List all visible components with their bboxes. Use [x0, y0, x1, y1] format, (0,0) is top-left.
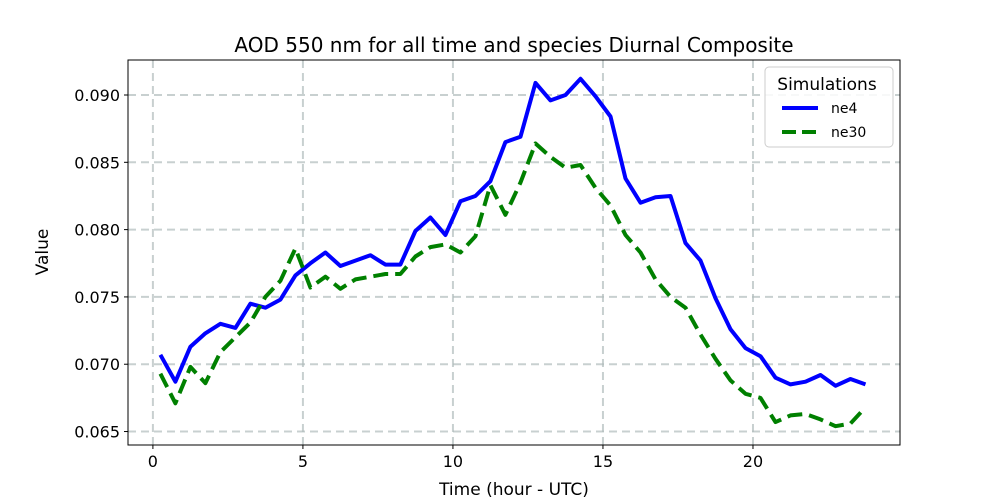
y-tick-label: 0.075 — [74, 288, 120, 307]
y-tick-label: 0.065 — [74, 423, 120, 442]
legend-box — [764, 66, 894, 148]
legend-title: Simulations — [777, 75, 877, 95]
legend-label-ne30: ne30 — [831, 125, 866, 141]
x-tick-label: 0 — [148, 452, 158, 471]
ticks: 0 5 10 15 20 0.065 0.070 0.075 0.080 0.085 0.090 — [74, 86, 763, 471]
legend-label-ne4: ne4 — [831, 101, 857, 117]
x-tick-label: 20 — [743, 452, 763, 471]
y-tick-label: 0.080 — [74, 221, 120, 240]
y-tick-label: 0.070 — [74, 355, 120, 374]
y-tick-label: 0.085 — [74, 153, 120, 172]
y-tick-label: 0.090 — [74, 86, 120, 105]
x-tick-label: 15 — [593, 452, 613, 471]
series-line-ne30 — [158, 141, 867, 429]
x-tick-label: 5 — [298, 452, 308, 471]
plot-frame — [127, 59, 901, 446]
legend: Simulations ne4 ne30 — [764, 66, 894, 148]
x-tick-label: 10 — [443, 452, 463, 471]
series-lines — [158, 76, 867, 429]
chart-title: AOD 550 nm for all time and species Diur… — [234, 33, 793, 57]
x-axis-label: Time (hour - UTC) — [438, 480, 589, 500]
y-axis-label: Value — [33, 229, 53, 276]
series-line-ne4 — [158, 76, 867, 388]
